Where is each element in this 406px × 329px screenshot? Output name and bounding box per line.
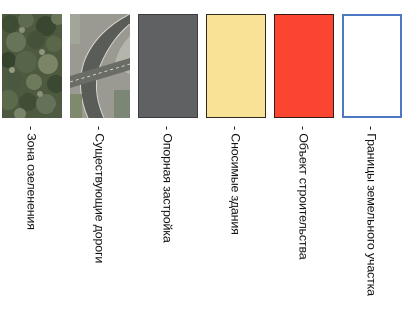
swatch-construction-object xyxy=(274,14,334,118)
legend-label-wrap: - Опорная застройка xyxy=(160,126,178,326)
legend-label-wrap: - Зона озеленения xyxy=(24,126,42,326)
legend-label-wrap: - Существующие дороги xyxy=(92,126,110,326)
legend-label-green-zone: - Зона озеленения xyxy=(24,126,38,230)
swatch-reference-buildings xyxy=(138,14,198,118)
legend-item-plot-boundaries: - Границы земельного участка xyxy=(342,14,402,329)
legend-item-reference-buildings: - Опорная застройка xyxy=(138,14,198,329)
legend-label-existing-roads: - Существующие дороги xyxy=(92,126,106,264)
trees-aerial-icon xyxy=(2,14,62,118)
legend-item-green-zone: - Зона озеленения xyxy=(2,14,62,329)
swatch-plot-boundaries xyxy=(342,14,402,118)
legend-label-wrap: - Объект строительства xyxy=(296,126,314,326)
legend-item-existing-roads: - Существующие дороги xyxy=(70,14,130,329)
legend-item-demolished-buildings: - Сносимые здания xyxy=(206,14,266,329)
legend-label-plot-boundaries: - Границы земельного участка xyxy=(364,126,378,296)
legend-label-construction-object: - Объект строительства xyxy=(296,126,310,260)
swatch-demolished-buildings xyxy=(206,14,266,118)
legend-label-demolished-buildings: - Сносимые здания xyxy=(228,126,242,235)
legend-label-wrap: - Границы земельного участка xyxy=(364,126,382,326)
road-aerial-icon xyxy=(70,14,130,118)
legend-label-wrap: - Сносимые здания xyxy=(228,126,246,326)
legend-item-construction-object: - Объект строительства xyxy=(274,14,334,329)
legend-label-reference-buildings: - Опорная застройка xyxy=(160,126,174,243)
